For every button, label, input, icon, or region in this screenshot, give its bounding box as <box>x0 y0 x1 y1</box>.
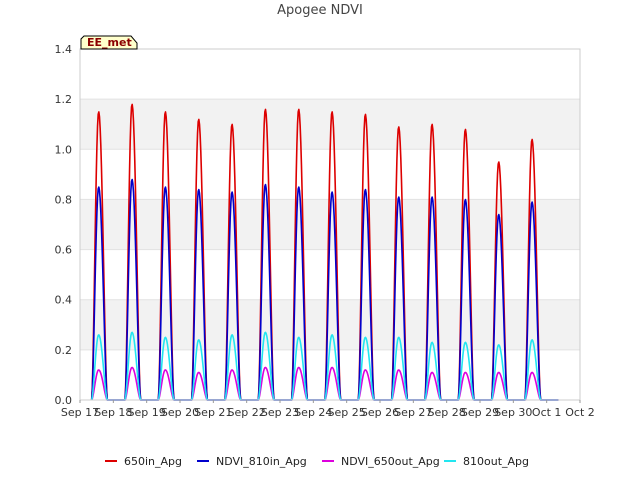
x-tick-label: Sep 23 <box>261 406 299 419</box>
x-tick-label: Sep 17 <box>61 406 99 419</box>
y-tick-label: 0.2 <box>55 344 73 357</box>
badge-text: EE_met <box>87 36 132 49</box>
y-tick-label: 0.6 <box>55 244 73 257</box>
x-tick-label: Sep 19 <box>128 406 166 419</box>
y-tick-label: 1.2 <box>55 93 73 106</box>
legend-label: 810out_Apg <box>463 455 529 468</box>
x-tick-label: Sep 29 <box>461 406 499 419</box>
legend-label: NDVI_650out_Apg <box>341 455 440 468</box>
y-tick-label: 0.4 <box>55 294 73 307</box>
y-tick-label: 1.0 <box>55 143 73 156</box>
x-tick-label: Sep 28 <box>428 406 466 419</box>
chart-title: Apogee NDVI <box>277 3 363 18</box>
legend-label: 650in_Apg <box>124 455 182 468</box>
y-tick-label: 1.4 <box>55 43 73 56</box>
legend-label: NDVI_810in_Apg <box>216 455 307 468</box>
legend-item: NDVI_810in_Apg <box>197 455 307 468</box>
station-badge: EE_met <box>80 35 138 50</box>
y-tick-label: 0.8 <box>55 193 73 206</box>
x-tick-label: Sep 21 <box>194 406 232 419</box>
x-tick-label: Sep 30 <box>494 406 532 419</box>
x-tick-label: Sep 20 <box>161 406 199 419</box>
legend: 650in_Apg NDVI_810in_Apg NDVI_650out_Apg 81… <box>105 455 529 468</box>
x-tick-label: Sep 26 <box>361 406 399 419</box>
legend-item: NDVI_650out_Apg <box>322 455 440 468</box>
x-tick-label: Oct 2 <box>565 406 595 419</box>
x-tick-label: Sep 22 <box>228 406 266 419</box>
x-tick-label: Sep 24 <box>294 406 332 419</box>
legend-item: 650in_Apg <box>105 455 182 468</box>
x-tick-label: Oct 1 <box>532 406 562 419</box>
legend-item: 810out_Apg <box>444 455 529 468</box>
x-tick-label: Sep 18 <box>94 406 132 419</box>
badge-box <box>80 35 138 50</box>
x-tick-label: Sep 25 <box>328 406 366 419</box>
plot-frame <box>79 48 581 401</box>
y-axis: 0.0 0.2 0.4 0.6 0.8 1.0 1.2 1.4 <box>55 43 73 407</box>
y-tick-label: 0.0 <box>55 394 73 407</box>
x-tick-label: Sep 27 <box>394 406 432 419</box>
